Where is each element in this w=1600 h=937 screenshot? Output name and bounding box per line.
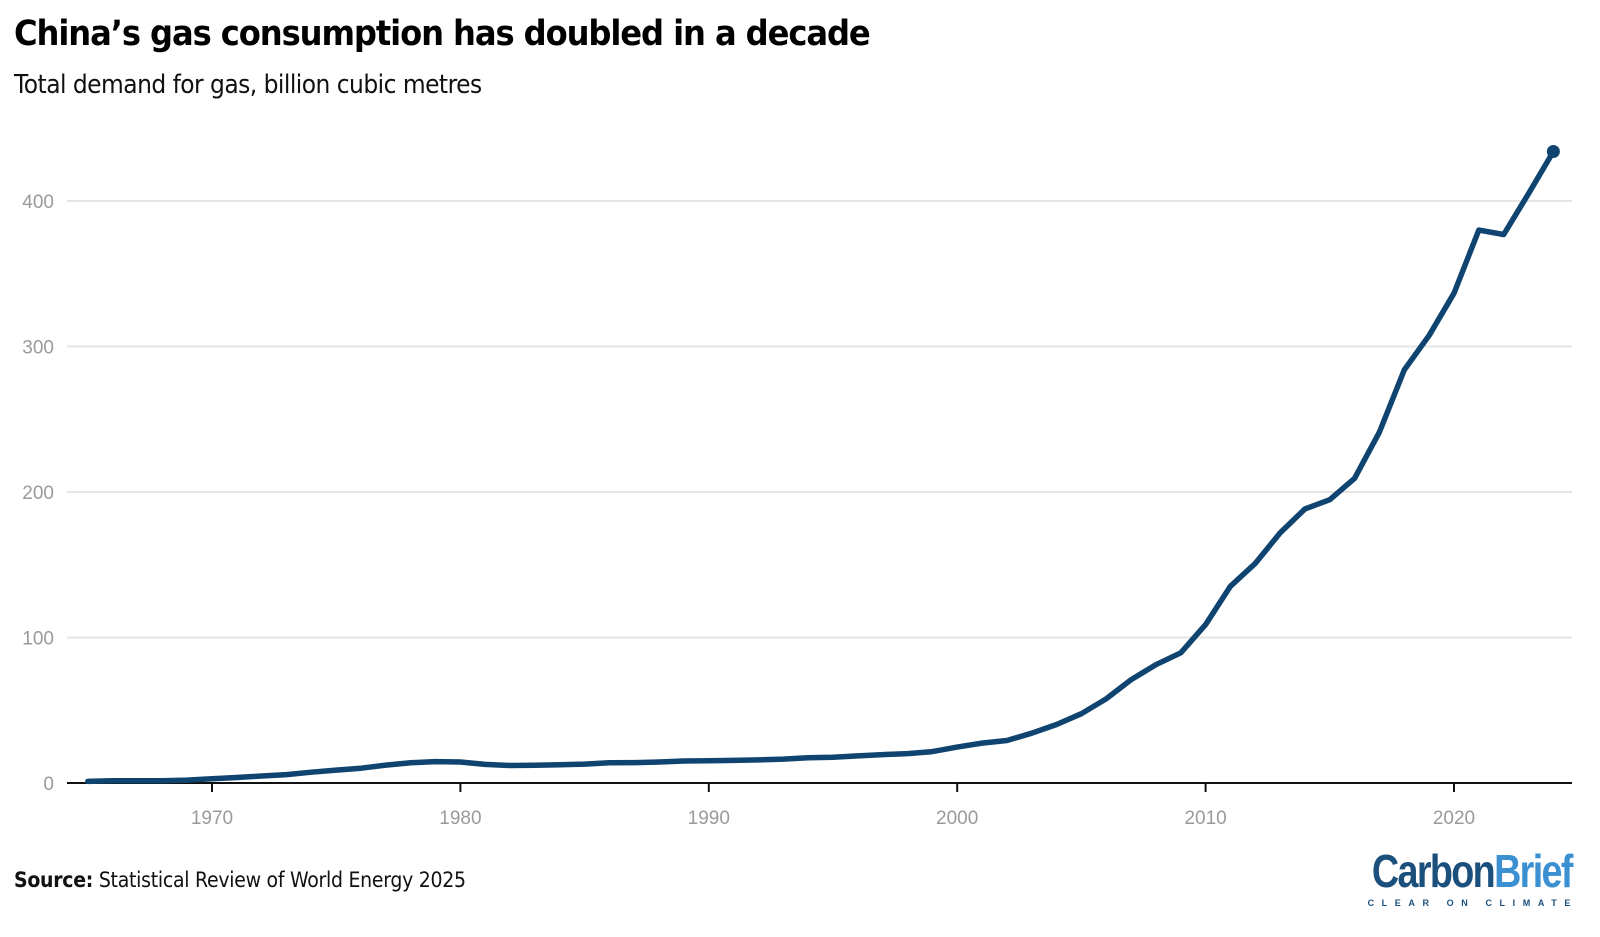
x-tick-label-2020: 2020 [1433,808,1475,829]
gridlines [67,200,1572,639]
x-axis: 1970 1980 1990 2000 2010 2020 [67,782,1572,829]
y-tick-label-200: 200 [22,483,54,504]
x-tick-label-2010: 2010 [1184,808,1226,829]
series-layer [85,145,1560,785]
logo-wordmark: CarbonBrief [1372,845,1574,897]
y-tick-label-300: 300 [22,338,54,359]
y-tick-label-0: 0 [43,774,54,795]
y-tick-label-100: 100 [22,629,54,650]
logo-brief-text: Brief [1494,845,1573,897]
source-note: Source: Statistical Review of World Ener… [14,868,466,892]
series-line-0 [85,148,1557,785]
x-tick-label-1980: 1980 [439,808,481,829]
source-label: Source: [14,868,94,892]
source-text: Statistical Review of World Energy 2025 [98,868,466,892]
carbon-brief-logo: CarbonBrief CLEAR ON CLIMATE [1328,845,1574,908]
x-tick-label-2000: 2000 [936,808,978,829]
chart-title: China’s gas consumption has doubled in a… [14,14,871,54]
chart-subtitle: Total demand for gas, billion cubic metr… [14,70,482,100]
y-tick-label-400: 400 [22,192,54,213]
x-tick-label-1970: 1970 [191,808,233,829]
x-tick-label-1990: 1990 [688,808,730,829]
logo-tagline: CLEAR ON CLIMATE [1367,898,1578,908]
logo-carbon-text: Carbon [1372,845,1496,897]
end-marker-dot [1546,145,1560,159]
y-axis-ticks: 0 100 200 300 400 [22,192,54,795]
